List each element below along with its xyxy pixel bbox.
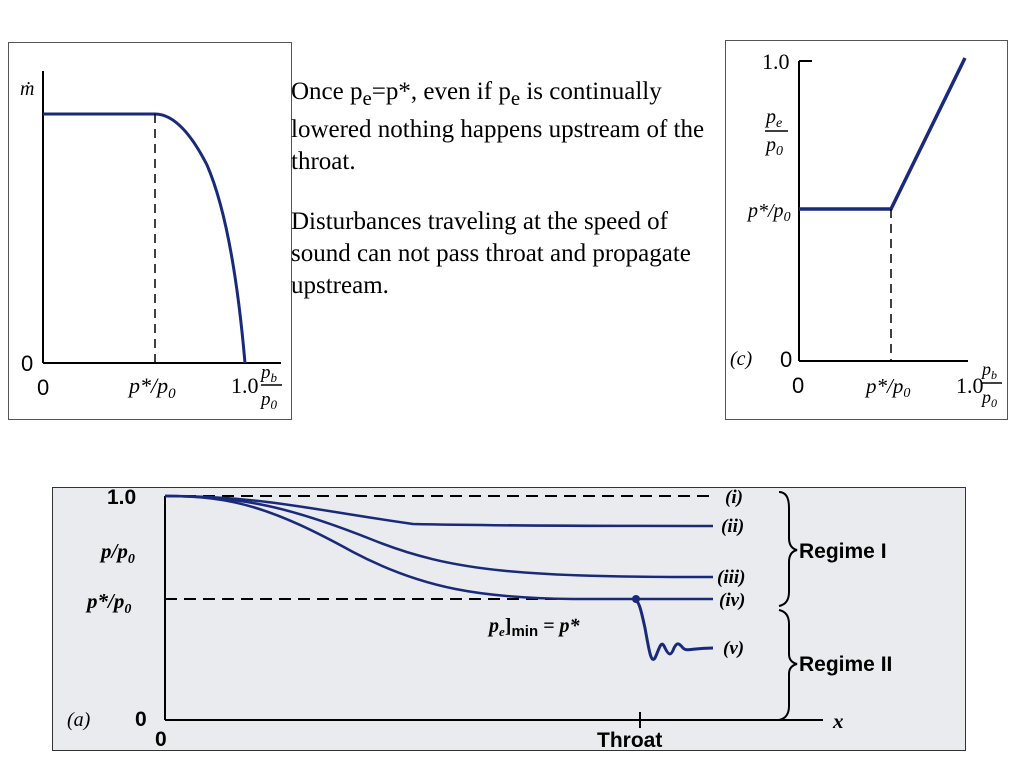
brace-regime-1 (778, 491, 798, 607)
pressure-distribution-plot: 1.0 p/p0 p*/p0 (a) 0 0 Throat x (i) (ii)… (52, 487, 966, 752)
exit-pressure-curve (799, 57, 967, 211)
y-ratio-label: p/p0 (99, 539, 135, 567)
x-zero-label: 0 (37, 375, 49, 400)
mass-flow-curve (43, 112, 247, 364)
curve-label-i: (i) (725, 488, 743, 508)
mass-flow-plot: ṁ 0 0 p*/p0 1.0 pb p0 (8, 42, 292, 420)
curve-label-v: (v) (723, 638, 744, 659)
x-frac-numerator: pb (980, 359, 997, 382)
y-axis-symbol: ṁ (20, 78, 34, 100)
curve-v (632, 597, 714, 661)
x-frac-numerator: pb (259, 362, 278, 385)
y-zero-label: 0 (135, 708, 147, 731)
x-mid-label: p*/p0 (864, 374, 910, 401)
y-top-label: 1.0 (762, 49, 790, 74)
exit-pressure-plot: 1.0 pe p0 p*/p0 (c) 0 0 p*/p0 1.0 pb p0 (725, 40, 1008, 420)
paragraph-choked-flow: Once pe=p*, even if pe is continually lo… (291, 78, 705, 175)
x-frac-denominator: p0 (259, 389, 278, 412)
y-mid-label: p*/p0 (746, 200, 791, 225)
paragraph-disturbances: Disturbances traveling at the speed of s… (291, 208, 691, 299)
regime-1-label: Regime I (799, 540, 887, 563)
mass-flow-chart: ṁ 0 0 p*/p0 1.0 pb p0 (20, 71, 282, 412)
curve-label-iii: (iii) (717, 567, 746, 588)
brace-regime-2 (778, 609, 798, 721)
x-axis-label: x (832, 709, 844, 733)
curve-label-iv: (iv) (719, 590, 745, 611)
x-zero-label: 0 (155, 728, 167, 751)
x-mid-label: p*/p0 (127, 373, 176, 402)
x-end-label: 1.0 (231, 373, 259, 398)
x-frac-denominator: p0 (980, 387, 997, 410)
curve-ii (164, 494, 714, 528)
throat-point (632, 595, 640, 603)
y-zero-label: 0 (780, 347, 792, 372)
exit-pressure-chart: 1.0 pe p0 p*/p0 (c) 0 0 p*/p0 1.0 pb p0 (730, 49, 1002, 410)
regime-2-label: Regime II (799, 653, 892, 676)
y-frac-numerator: pe (764, 106, 782, 131)
curve-label-ii: (ii) (721, 516, 744, 537)
y-frac-denominator: p0 (764, 134, 783, 159)
curve-iv (164, 494, 713, 601)
panel-tag: (a) (67, 709, 91, 731)
x-end-label: 1.0 (956, 373, 984, 398)
panel-tag: (c) (730, 348, 753, 370)
curve-iii (164, 494, 714, 579)
y-zero-label: 0 (21, 351, 33, 376)
explanation-text: Once pe=p*, even if pe is continually lo… (291, 76, 731, 330)
throat-label: Throat (597, 729, 662, 752)
min-exit-pressure-annotation: pe]min = p* (487, 615, 581, 640)
x-zero-label: 0 (792, 373, 804, 398)
pressure-distribution-chart: 1.0 p/p0 p*/p0 (a) 0 0 Throat x (i) (ii)… (67, 488, 892, 752)
y-top-label: 1.0 (107, 488, 136, 509)
y-star-label: p*/p0 (85, 589, 131, 617)
